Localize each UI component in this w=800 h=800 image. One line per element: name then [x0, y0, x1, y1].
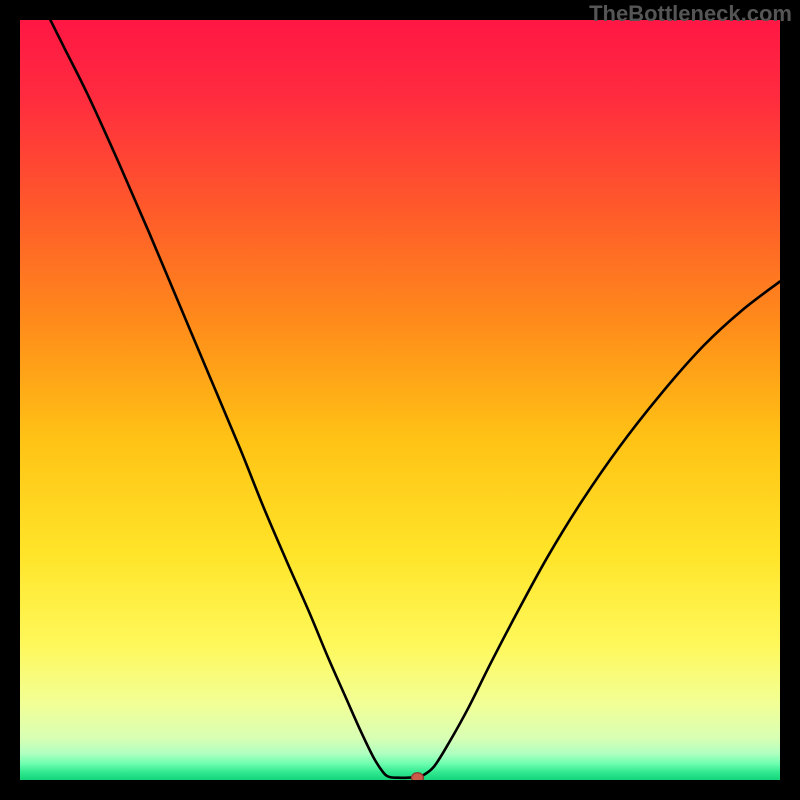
chart-container: TheBottleneck.com	[0, 0, 800, 800]
bottleneck-chart	[0, 0, 800, 800]
plot-gradient-background	[20, 20, 780, 780]
watermark-text: TheBottleneck.com	[589, 1, 792, 27]
